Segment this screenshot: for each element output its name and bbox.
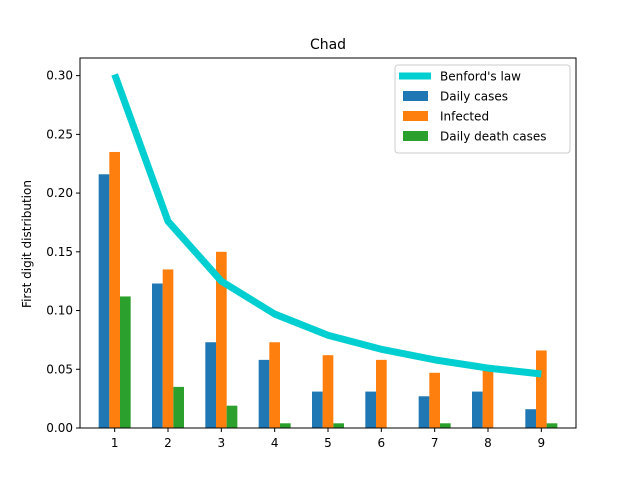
x-tick-label: 8 <box>484 436 492 450</box>
bar-infected-5 <box>322 355 334 428</box>
y-axis-label: First digit distribution <box>20 180 34 308</box>
bar-infected-9 <box>536 350 547 428</box>
bar-daily-cases-8 <box>472 391 483 428</box>
x-tick-label: 5 <box>324 436 332 450</box>
x-tick-label: 1 <box>111 436 119 450</box>
bar-daily-cases-7 <box>418 396 430 428</box>
x-tick-label: 3 <box>218 436 226 450</box>
bar-daily-cases-3 <box>205 342 216 428</box>
bar-daily-cases-6 <box>365 391 376 428</box>
y-tick-label: 0.00 <box>46 421 73 435</box>
bar-daily-cases-4 <box>258 359 270 428</box>
x-tick-label: 6 <box>378 436 386 450</box>
y-tick-label: 0.05 <box>46 362 73 376</box>
y-tick-label: 0.30 <box>46 69 73 83</box>
legend-label: Benford's law <box>440 70 521 84</box>
bar-daily-death-cases-4 <box>280 423 291 428</box>
bar-daily-death-cases-2 <box>173 386 184 428</box>
bar-infected-3 <box>216 251 227 428</box>
legend-box <box>394 64 571 154</box>
bar-infected-4 <box>269 342 280 428</box>
benford-line-layer <box>111 73 542 378</box>
bar-infected-8 <box>482 369 494 428</box>
bar-infected-2 <box>162 269 174 428</box>
bar-daily-death-cases-3 <box>226 405 238 428</box>
bar-infected-1 <box>109 151 120 428</box>
x-tick-label: 7 <box>431 436 439 450</box>
y-tick-label: 0.20 <box>46 186 73 200</box>
legend-label: Daily death cases <box>440 130 547 144</box>
bar-daily-death-cases-7 <box>440 423 451 428</box>
x-tick-label: 2 <box>164 436 172 450</box>
bar-daily-cases-2 <box>152 283 163 428</box>
bar-infected-6 <box>376 359 387 428</box>
x-tick-label: 9 <box>538 436 546 450</box>
legend-swatch-bar <box>403 111 428 121</box>
bar-layer <box>98 151 558 428</box>
bar-daily-death-cases-1 <box>120 296 131 428</box>
x-tick-label: 4 <box>271 436 279 450</box>
benford-line <box>111 73 542 378</box>
chart-title: Chad <box>310 37 346 53</box>
bar-daily-cases-9 <box>525 409 536 428</box>
bar-daily-cases-1 <box>98 174 110 428</box>
bar-daily-cases-5 <box>312 391 323 428</box>
legend-label: Daily cases <box>440 90 508 104</box>
legend-swatch-bar <box>403 91 428 101</box>
bar-daily-death-cases-9 <box>546 423 558 428</box>
axes: 1 2 3 4 5 6 7 8 9 0.00 0.05 0.10 0.15 0.20 0.25 0.30 <box>46 57 577 450</box>
bar-daily-death-cases-5 <box>333 423 344 428</box>
bar-infected-7 <box>429 372 440 428</box>
legend-label: Infected <box>440 110 489 124</box>
y-tick-label: 0.10 <box>46 304 73 318</box>
y-tick-label: 0.25 <box>46 127 73 141</box>
legend: Benford's law Daily cases Infected Daily de… <box>394 64 571 154</box>
legend-swatch-bar <box>403 131 428 141</box>
y-tick-label: 0.15 <box>46 245 73 259</box>
